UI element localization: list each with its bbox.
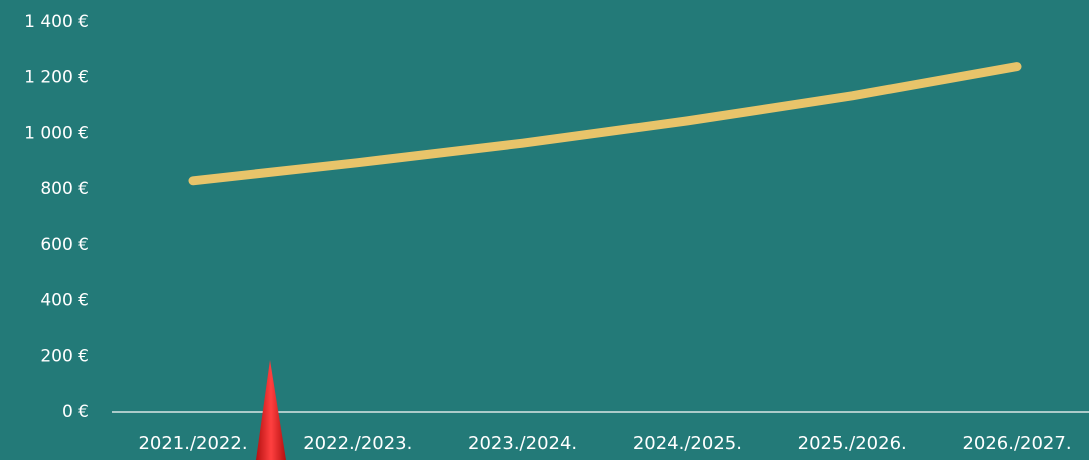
x-tick-label: 2023./2024. [468, 433, 577, 454]
y-tick-label: 400 € [40, 291, 89, 311]
x-tick-label: 2024./2025. [633, 433, 742, 454]
x-tick-label: 2025./2026. [798, 433, 907, 454]
y-tick-label: 800 € [40, 179, 89, 199]
x-axis-ticks: 2021./2022. 2022./2023. 2023./2024. 2024./2… [138, 433, 1071, 454]
series-line [188, 62, 1022, 186]
y-tick-label: 1 200 € [24, 68, 89, 88]
y-tick-label: 0 € [62, 402, 89, 422]
x-tick-label: 2026./2027. [962, 433, 1071, 454]
x-tick-label: 2021./2022. [138, 433, 247, 454]
y-tick-label: 1 000 € [24, 123, 89, 143]
y-axis-ticks: 0 € 200 € 400 € 600 € 800 € 1 000 € 1 200 € 1 4… [24, 12, 89, 422]
y-tick-label: 200 € [40, 346, 89, 366]
red-pointer-marker [256, 360, 286, 460]
x-tick-label: 2022./2023. [303, 433, 412, 454]
y-tick-label: 1 400 € [24, 12, 89, 32]
y-tick-label: 600 € [40, 235, 89, 255]
